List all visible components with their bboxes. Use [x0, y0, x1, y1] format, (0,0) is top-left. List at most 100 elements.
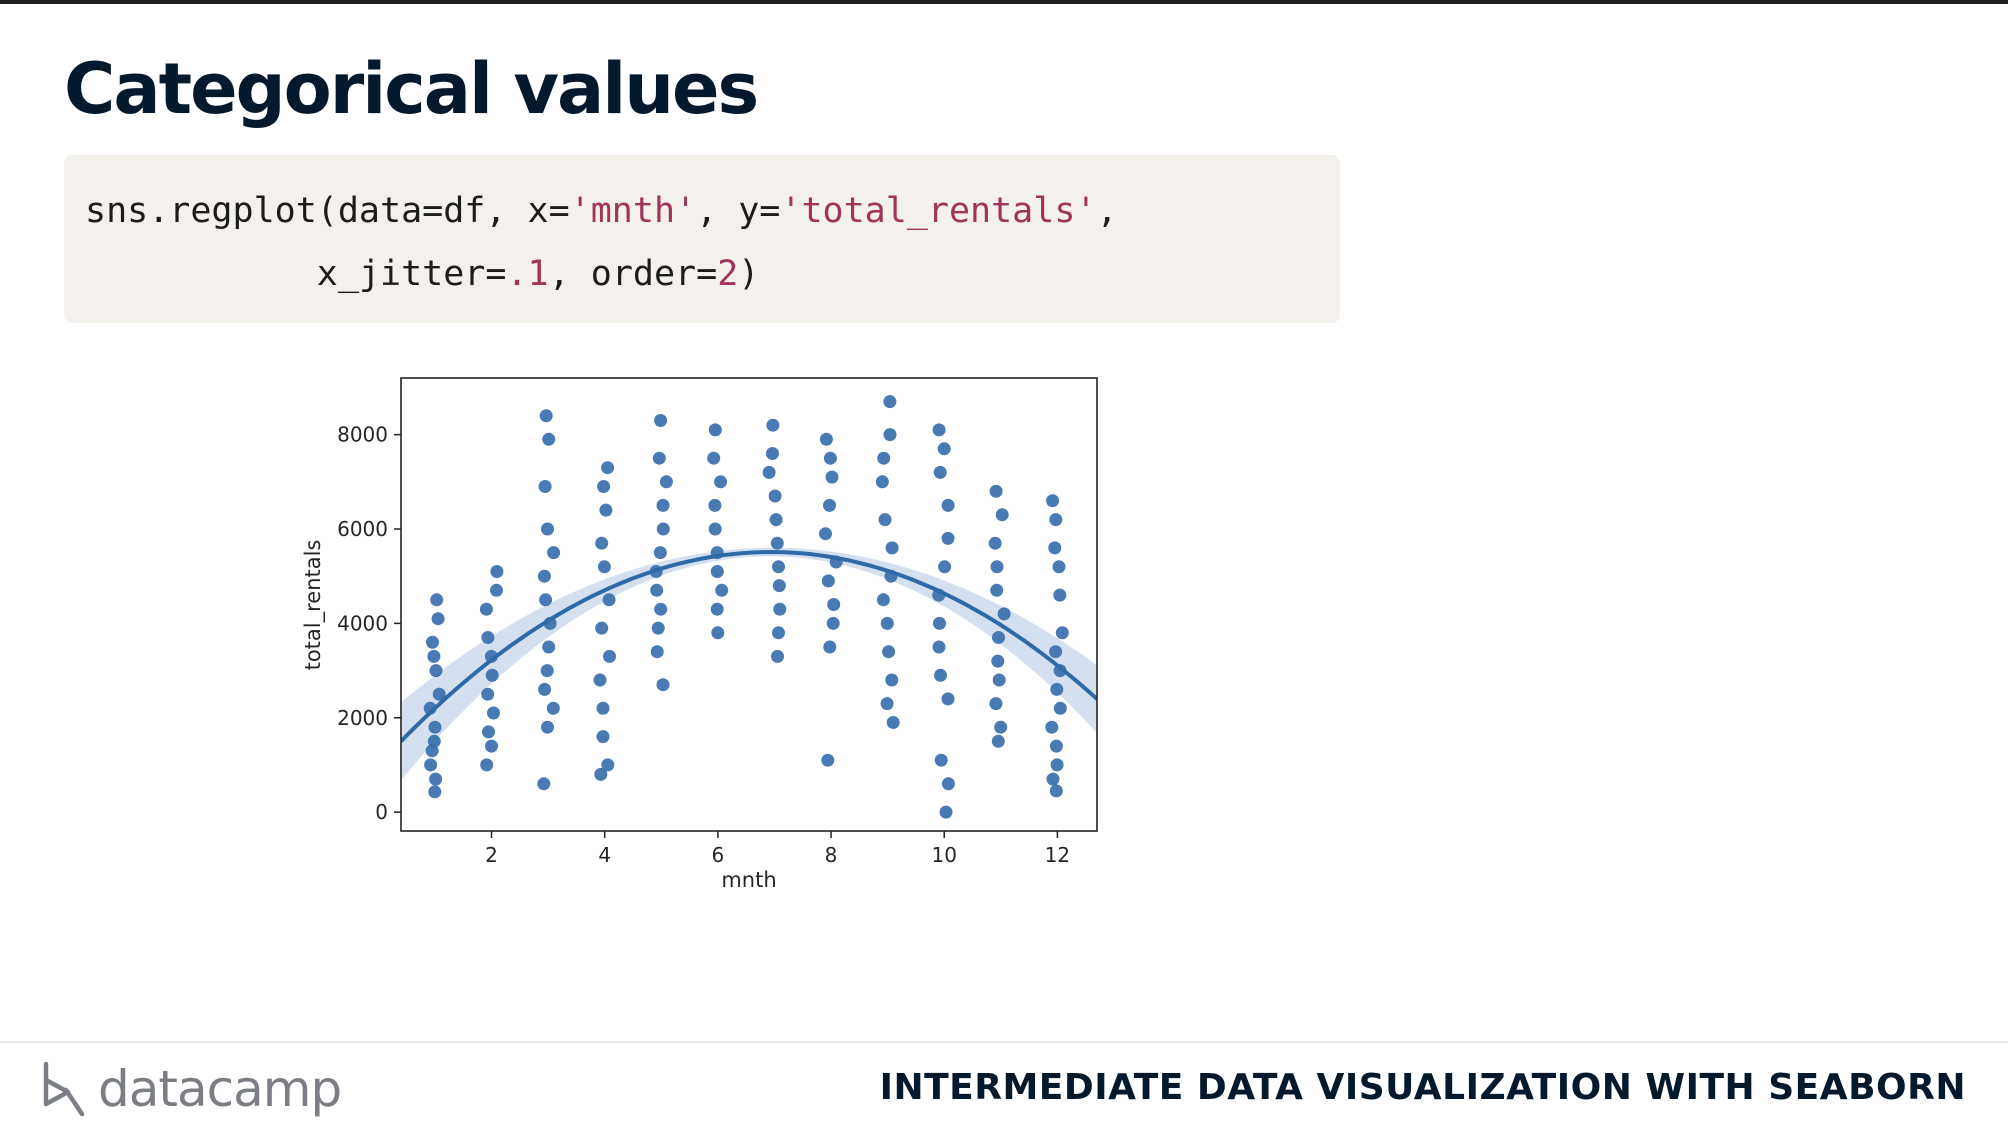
data-point	[601, 758, 615, 772]
data-point	[538, 682, 552, 696]
data-point	[542, 432, 556, 446]
data-point	[994, 720, 1008, 734]
data-point	[487, 706, 500, 720]
data-point	[1050, 682, 1064, 696]
data-point	[1048, 541, 1062, 555]
data-point	[546, 701, 560, 715]
data-point	[885, 673, 899, 687]
data-point	[653, 546, 667, 560]
data-point	[827, 598, 841, 611]
x-tick-label: 12	[1045, 843, 1070, 867]
data-point	[424, 758, 438, 772]
data-point	[597, 560, 611, 574]
data-point	[430, 593, 444, 607]
data-point	[541, 720, 554, 734]
code-number: .1	[506, 254, 549, 294]
data-point	[482, 725, 495, 739]
brand-name: datacamp	[98, 1060, 342, 1118]
data-point	[773, 602, 787, 616]
code-indent	[85, 254, 317, 294]
code-text: , order=	[548, 254, 718, 294]
slide-title: Categorical values	[64, 48, 759, 130]
y-axis-label: total_rentals	[301, 540, 326, 671]
data-point	[710, 602, 724, 616]
data-point	[428, 720, 442, 734]
data-point	[594, 767, 608, 781]
y-tick-label: 2000	[337, 706, 388, 730]
data-point	[821, 753, 835, 767]
data-point	[480, 758, 494, 772]
data-point	[595, 536, 609, 550]
data-point	[821, 574, 835, 588]
data-point	[1053, 588, 1067, 602]
data-point	[485, 739, 498, 753]
data-point	[547, 546, 561, 560]
data-point	[654, 602, 668, 616]
data-point	[708, 498, 722, 512]
x-tick-label: 10	[931, 843, 956, 867]
data-point	[768, 489, 782, 503]
data-point	[479, 602, 493, 616]
data-point	[766, 418, 780, 432]
data-point	[538, 480, 552, 493]
data-point	[427, 734, 441, 748]
y-tick-label: 0	[375, 800, 388, 824]
data-point	[490, 565, 504, 578]
data-point	[826, 616, 840, 630]
data-point	[880, 697, 894, 711]
data-point	[426, 635, 439, 649]
data-point	[429, 664, 443, 678]
data-point	[772, 626, 785, 640]
data-point	[886, 716, 900, 729]
data-point	[650, 583, 664, 597]
data-point	[1046, 772, 1060, 786]
data-point	[990, 583, 1004, 597]
code-string: 'total_rentals'	[780, 191, 1097, 231]
data-point	[659, 475, 673, 489]
data-point	[882, 645, 896, 659]
data-point	[771, 649, 784, 663]
x-tick-label: 6	[712, 843, 725, 867]
data-point	[537, 777, 551, 791]
data-point	[596, 701, 610, 715]
code-number: 2	[717, 254, 739, 294]
data-point	[541, 522, 554, 536]
data-point	[772, 560, 785, 574]
data-point	[1045, 720, 1059, 734]
data-point	[990, 560, 1004, 574]
plot-frame	[400, 377, 1098, 832]
x-axis-label: mnth	[721, 868, 776, 892]
regression-line-layer	[401, 549, 1097, 743]
data-point	[941, 692, 955, 706]
data-point	[988, 536, 1002, 550]
data-point	[715, 583, 729, 597]
data-point	[650, 645, 664, 659]
data-point	[932, 423, 946, 437]
data-point	[939, 805, 953, 819]
data-point	[883, 428, 897, 442]
data-point	[932, 640, 946, 654]
data-point	[431, 612, 445, 626]
data-point	[654, 414, 668, 427]
data-point	[878, 513, 892, 527]
data-point	[602, 593, 616, 607]
data-point	[599, 503, 613, 517]
x-tick-label: 8	[825, 843, 838, 867]
code-text: ,	[1096, 191, 1118, 231]
chart-svg: 2 4 6 8 10 12 0 2000 4000 6000 8000 mnth total_re…	[301, 377, 1098, 892]
data-point	[995, 508, 1009, 522]
data-point	[603, 649, 616, 663]
data-point	[708, 522, 722, 536]
course-title: INTERMEDIATE DATA VISUALIZATION WITH SEA…	[879, 1067, 1966, 1108]
data-point	[1049, 645, 1063, 659]
data-point	[823, 451, 837, 465]
x-tick-label: 2	[485, 843, 498, 867]
x-tick-label: 4	[598, 843, 611, 867]
data-point	[823, 498, 836, 512]
data-point	[537, 569, 551, 583]
y-tick-label: 8000	[337, 423, 388, 447]
data-point	[1049, 739, 1063, 753]
code-text: sns.regplot(data=df, x=	[85, 191, 570, 231]
data-point	[485, 668, 499, 682]
data-point	[819, 527, 832, 541]
